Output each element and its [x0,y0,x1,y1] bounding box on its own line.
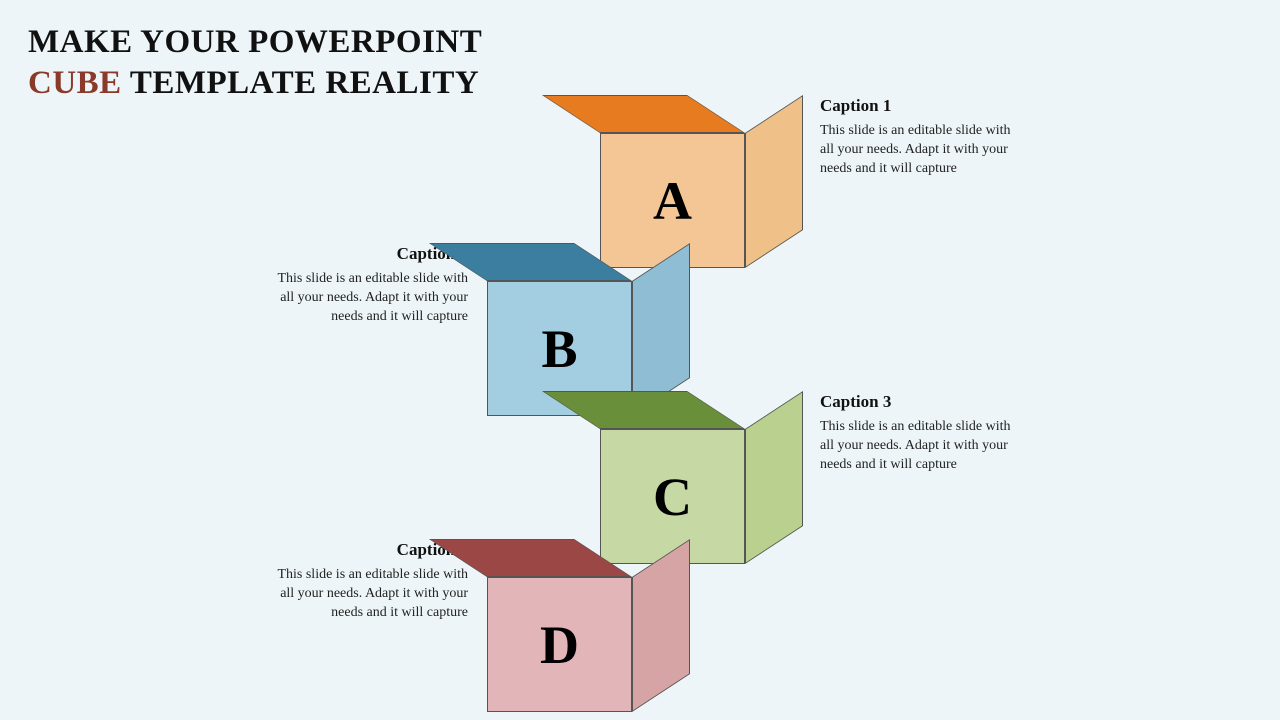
slide-title: MAKE YOUR POWERPOINT CUBE TEMPLATE REALI… [28,22,482,105]
caption-3: Caption 3 This slide is an editable slide… [820,392,1020,475]
caption-body: This slide is an editable slide with all… [820,418,1020,475]
cube-d: D [487,539,690,712]
slide: MAKE YOUR POWERPOINT CUBE TEMPLATE REALI… [0,0,1280,720]
caption-body: This slide is an editable slide with all… [820,122,1020,179]
caption-body: This slide is an editable slide with all… [268,270,468,327]
cube-right-face [632,539,690,712]
cube-letter: C [653,466,692,528]
cube-letter: A [653,170,692,232]
title-line2-rest: TEMPLATE REALITY [130,65,479,101]
caption-1: Caption 1 This slide is an editable slide… [820,96,1020,179]
caption-4: Caption 4This slide is an editable slide… [268,540,468,623]
cube-front-face: D [487,577,632,712]
cube-top-face [542,95,745,133]
caption-title: Caption 3 [820,392,1020,412]
cube-top-face [542,391,745,429]
cube-letter: B [541,318,577,380]
cube-right-face [745,95,803,268]
caption-body: This slide is an editable slide with all… [268,566,468,623]
caption-2: Caption 2This slide is an editable slide… [268,244,468,327]
title-accent: CUBE [28,65,122,101]
cube-right-face [745,391,803,564]
title-line1: MAKE YOUR POWERPOINT [28,24,482,60]
cube-letter: D [540,614,579,676]
caption-title: Caption 1 [820,96,1020,116]
